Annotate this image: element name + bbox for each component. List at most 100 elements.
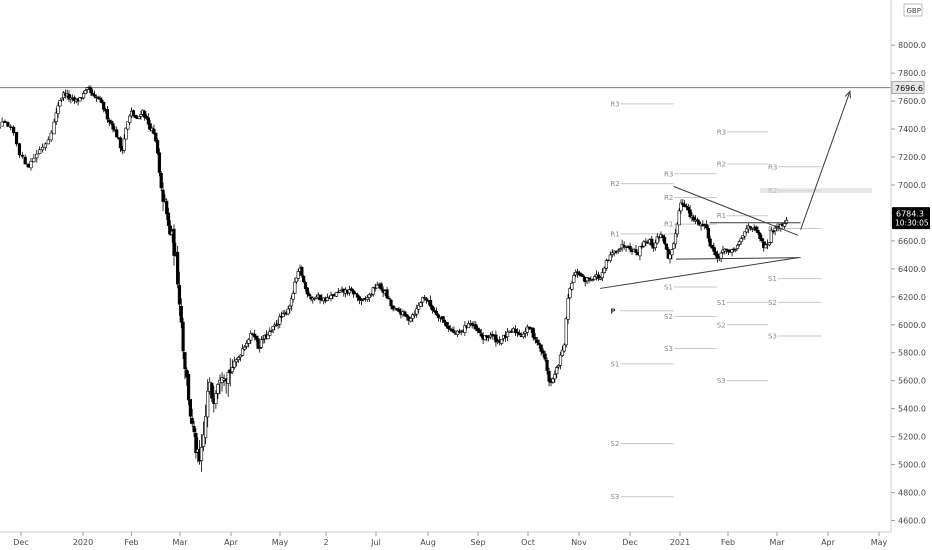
candle-body — [269, 330, 274, 332]
y-tick-label: 6600.0 — [898, 237, 926, 246]
candle-body — [353, 293, 358, 295]
candle-body — [760, 238, 764, 242]
candle-body — [423, 297, 427, 299]
candle-body — [102, 101, 106, 110]
time-axis[interactable]: Dec 2020 Feb Mar Apr May 2 Jul Aug Sep Oct Nov Dec 20… — [13, 532, 888, 547]
candle-body — [686, 207, 690, 211]
x-tick-label: May — [871, 538, 888, 547]
candle-body — [369, 294, 373, 296]
candle-body — [405, 314, 409, 318]
candle-body — [500, 339, 504, 344]
candle-body — [479, 333, 483, 337]
candle-body — [334, 292, 339, 297]
candle-body — [357, 296, 362, 301]
candle-body — [743, 231, 747, 237]
candle-body — [470, 323, 474, 326]
candle-body — [234, 359, 238, 363]
candle-body — [688, 209, 692, 217]
y-tick-label: 5400.0 — [898, 405, 926, 414]
candle-body — [176, 251, 180, 285]
price-axis[interactable]: 4600.0 4800.0 5000.0 5200.0 5400.0 5600.0 5800… — [891, 41, 926, 526]
y-tick-label: 6000.0 — [898, 321, 926, 330]
candle-body — [640, 245, 644, 248]
trendline-support-short[interactable] — [675, 257, 801, 260]
candle-body — [505, 331, 510, 338]
candle-body — [258, 347, 262, 349]
candle-body — [268, 331, 272, 336]
candle-body — [434, 311, 439, 316]
candle-body — [347, 289, 352, 294]
countdown-text: 10:30:05 — [895, 219, 929, 228]
candle-body — [533, 337, 537, 340]
y-tick-label: 7800.0 — [898, 69, 926, 78]
candle-body — [608, 254, 612, 261]
candle-body — [485, 335, 489, 338]
candle-body — [486, 336, 491, 339]
candle-body — [238, 354, 243, 358]
pivot-levels: R3 R2 R1 P S1 S2 S3 R3 R2 R1 S1 S2 S3 R3 R2 R1 S1 S2 S3 R3 R… — [610, 100, 872, 501]
x-tick-label: Dec — [13, 538, 28, 547]
candle-body — [421, 297, 425, 303]
candle-body — [610, 252, 614, 255]
y-tick-label: 7000.0 — [898, 181, 926, 190]
candle-body — [763, 244, 768, 249]
y-tick-label: 5000.0 — [898, 461, 926, 470]
candle-body — [547, 370, 551, 382]
candle-body — [712, 246, 716, 252]
candle-body — [210, 382, 214, 399]
candle-body — [379, 283, 383, 290]
candle-body — [628, 245, 632, 250]
candle-body — [58, 100, 62, 107]
candle-body — [172, 228, 176, 256]
x-tick-label: Feb — [124, 538, 138, 547]
candle-body — [754, 226, 758, 231]
candle-body — [784, 219, 789, 224]
candle-body — [338, 290, 342, 293]
candle-body — [710, 244, 714, 249]
candle-body — [397, 308, 401, 312]
candle-body — [419, 302, 423, 307]
candle-body — [415, 308, 419, 315]
candle-body — [737, 241, 741, 245]
candle-body — [535, 339, 539, 343]
candle-body — [570, 282, 574, 290]
candle-body — [307, 293, 311, 297]
candle-body — [517, 332, 522, 336]
trendline-upper[interactable] — [673, 185, 799, 236]
candle-body — [49, 132, 53, 141]
candle-body — [596, 274, 601, 279]
candle-body — [236, 357, 241, 361]
currency-badge[interactable]: GBP — [903, 3, 923, 17]
pivot-label-p: P — [610, 307, 615, 315]
candle-body — [564, 318, 568, 346]
x-tick-label: Mar — [172, 538, 188, 547]
candle-body — [488, 334, 493, 338]
candle-body — [247, 339, 251, 344]
candle-body — [20, 154, 24, 157]
candle-body — [748, 226, 752, 229]
candle-body — [303, 282, 308, 290]
candle-body — [572, 275, 576, 283]
trendline-lower[interactable] — [599, 257, 799, 289]
candle-body — [14, 132, 19, 145]
candle-body — [690, 215, 694, 218]
candle-body — [35, 153, 39, 159]
candle-body — [739, 238, 743, 243]
trendline-projection[interactable] — [800, 91, 851, 230]
pivot-label-r1: R1 — [664, 221, 673, 229]
candle-body — [154, 132, 158, 142]
candle-body — [541, 350, 545, 354]
candle-body — [188, 399, 193, 417]
pivot-label-r1: R1 — [768, 225, 777, 233]
candle-body — [359, 299, 363, 302]
candle-body — [634, 249, 638, 253]
candle-body — [440, 316, 445, 320]
candle-body — [157, 152, 161, 173]
y-tick-label: 7400.0 — [898, 125, 926, 134]
candle-body — [186, 374, 191, 401]
y-tick-label: 7600.0 — [898, 97, 926, 106]
y-tick-label: 8000.0 — [898, 41, 926, 50]
trendlines[interactable] — [599, 90, 851, 289]
candle-body — [600, 272, 604, 278]
